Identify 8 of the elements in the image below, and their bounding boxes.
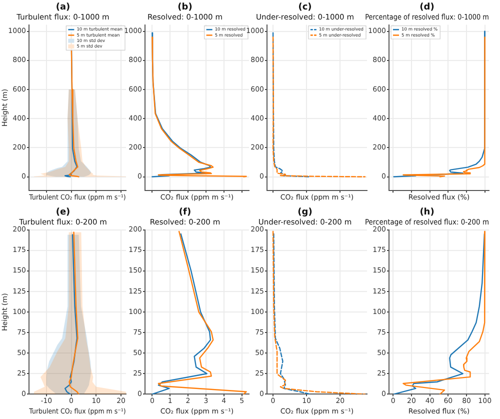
chart-title: (d) [420,2,434,13]
chart-title: (h) [420,208,434,218]
chart-title: (e) [56,208,70,218]
chart-title: (b) [178,2,192,13]
chart-title: (a) [56,2,70,13]
chart-title: (f) [178,208,192,218]
chart-title: (g) [298,208,312,218]
chart-title: (c) [298,2,312,13]
